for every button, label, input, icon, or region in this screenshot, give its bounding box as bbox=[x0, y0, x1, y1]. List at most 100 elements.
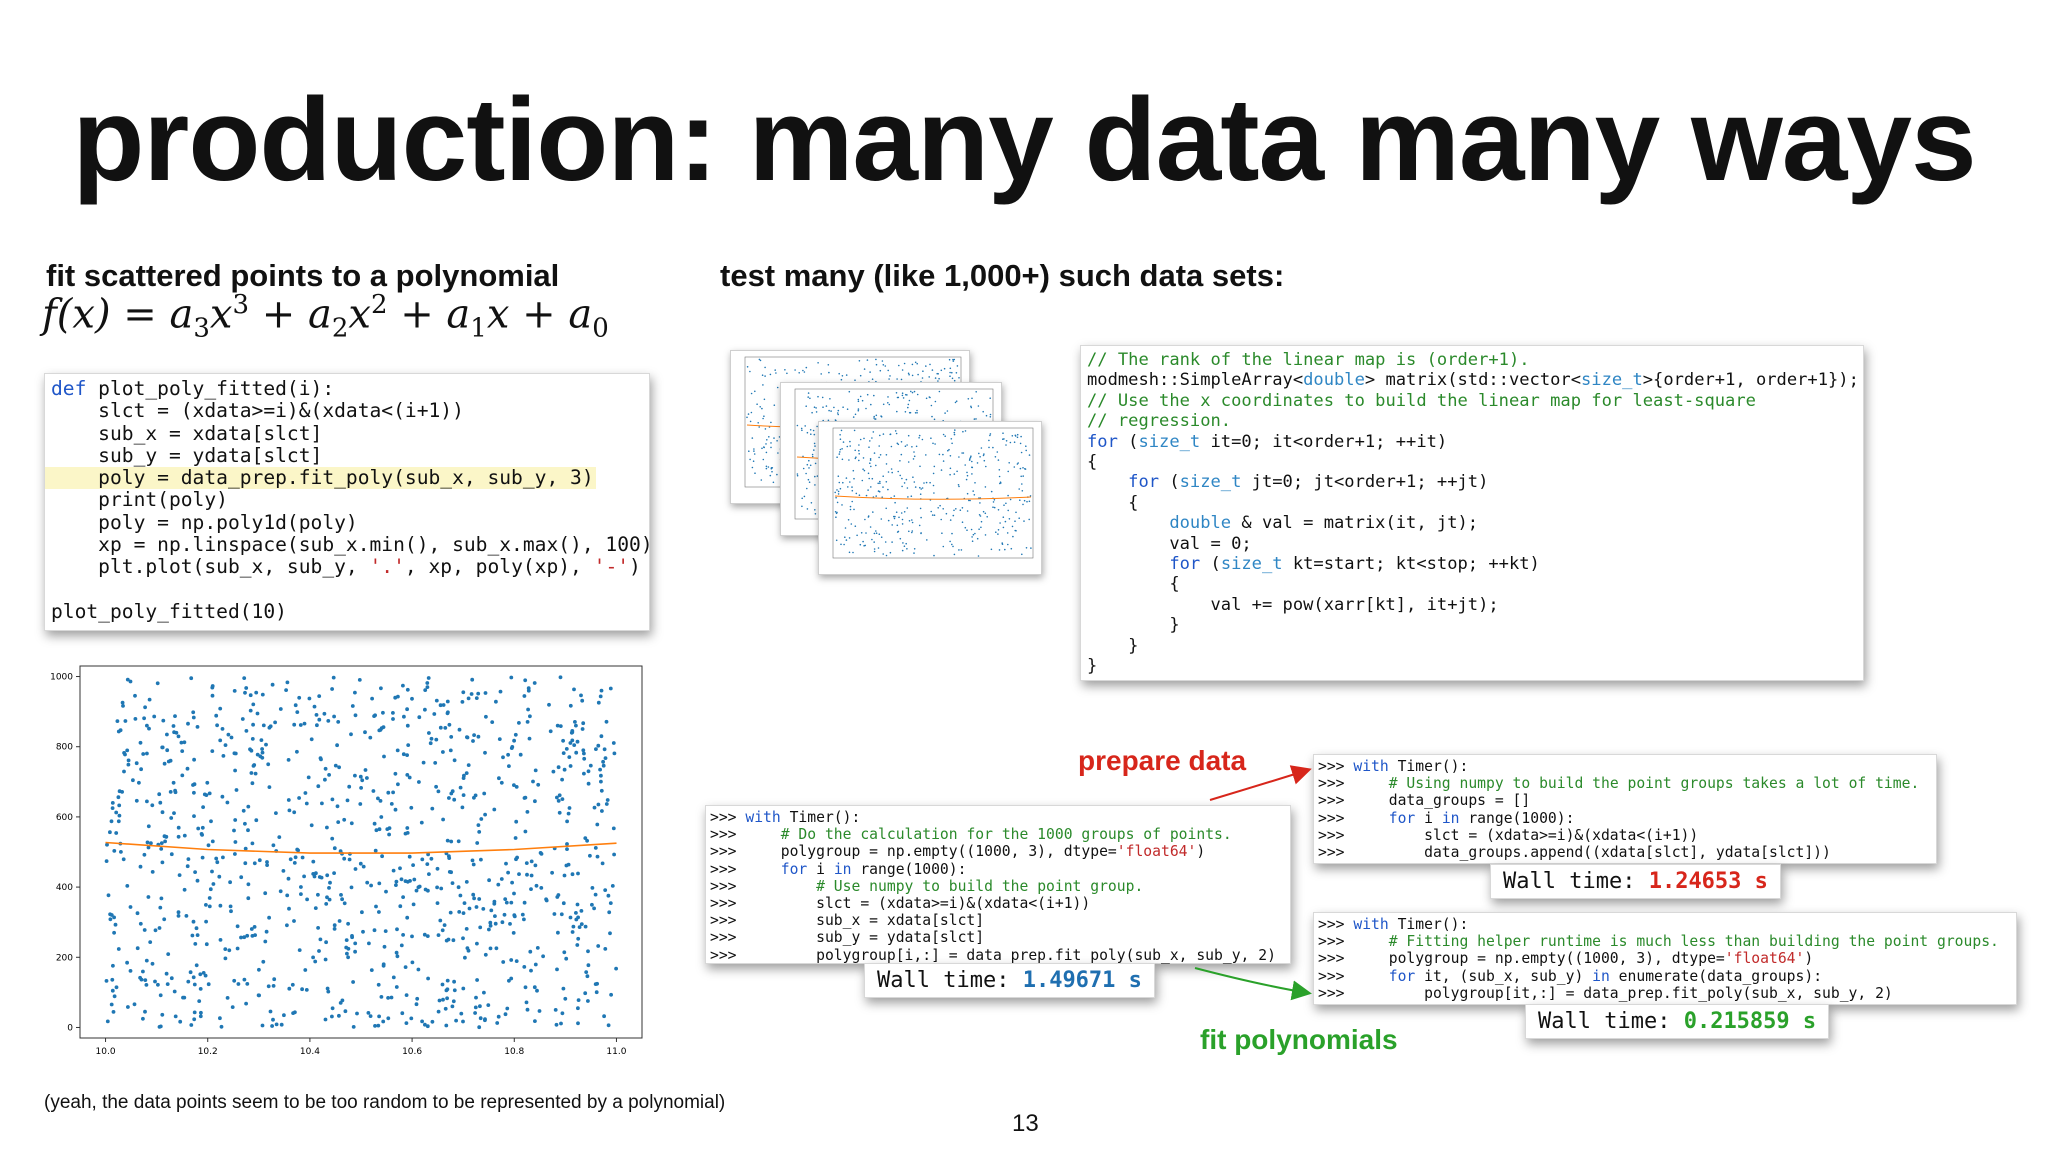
thumbnail-point bbox=[970, 406, 973, 409]
thumbnail-point bbox=[1005, 440, 1008, 442]
scatter-point bbox=[274, 811, 278, 815]
scatter-point bbox=[233, 852, 237, 856]
scatter-point bbox=[481, 907, 486, 911]
scatter-point bbox=[509, 746, 514, 750]
thumbnail-point bbox=[1023, 499, 1026, 502]
thumbnail-point bbox=[923, 482, 925, 484]
scatter-point bbox=[474, 696, 479, 700]
scatter-point bbox=[583, 991, 588, 996]
scatter-point bbox=[210, 693, 215, 698]
scatter-point bbox=[579, 909, 584, 913]
thumbnail-point bbox=[866, 359, 869, 361]
thumbnail-point bbox=[844, 527, 847, 529]
scatter-point bbox=[332, 846, 337, 851]
right-heading: test many (like 1,000+) such data sets: bbox=[720, 258, 1285, 293]
thumbnail-point bbox=[926, 539, 928, 541]
thumbnail-point bbox=[911, 446, 913, 448]
wall-time-label: Wall time: bbox=[877, 968, 1023, 993]
scatter-point bbox=[396, 782, 400, 787]
scatter-point bbox=[192, 757, 197, 762]
thumbnail-point bbox=[943, 367, 946, 370]
thumbnail-point bbox=[863, 469, 866, 472]
scatter-point bbox=[172, 811, 176, 815]
thumbnail-point bbox=[900, 441, 903, 443]
scatter-point bbox=[305, 897, 309, 902]
thumbnail-point bbox=[880, 536, 883, 538]
scatter-point bbox=[558, 724, 563, 728]
thumbnail-point bbox=[925, 397, 928, 400]
thumbnail-point bbox=[869, 458, 872, 460]
thumbnail-point bbox=[1016, 436, 1019, 439]
scatter-point bbox=[225, 800, 230, 805]
thumbnail-point bbox=[949, 519, 952, 521]
scatter-point bbox=[402, 714, 406, 719]
thumbnail-point bbox=[879, 480, 881, 483]
thumbnail-point bbox=[757, 422, 759, 424]
thumbnail-point bbox=[925, 454, 927, 456]
scatter-point bbox=[425, 1024, 430, 1029]
thumbnail-point bbox=[841, 458, 844, 461]
scatter-point bbox=[441, 817, 445, 822]
scatter-point bbox=[371, 789, 376, 793]
thumbnail-point bbox=[857, 408, 860, 410]
thumbnail-point bbox=[916, 393, 919, 396]
scatter-point bbox=[360, 778, 365, 783]
scatter-point bbox=[246, 804, 251, 809]
scatter-point bbox=[198, 987, 203, 991]
scatter-point bbox=[604, 719, 609, 724]
scatter-point bbox=[423, 1022, 427, 1027]
thumbnail-point bbox=[955, 400, 958, 402]
scatter-point bbox=[400, 1011, 405, 1016]
scatter-point bbox=[430, 1019, 435, 1024]
scatter-point bbox=[147, 726, 151, 731]
thumbnail-point bbox=[919, 507, 922, 510]
scatter-point bbox=[582, 756, 587, 761]
scatter-point bbox=[323, 1017, 328, 1022]
thumbnail-point bbox=[805, 472, 807, 475]
thumbnail-point bbox=[827, 364, 830, 366]
thumbnail-point bbox=[984, 512, 987, 515]
thumbnail-point bbox=[921, 438, 924, 441]
scatter-point bbox=[420, 857, 425, 862]
scatter-point bbox=[465, 735, 470, 740]
scatter-point bbox=[220, 794, 225, 799]
scatter-point bbox=[232, 978, 237, 983]
scatter-point bbox=[579, 693, 583, 698]
thumbnail-point bbox=[907, 434, 910, 437]
scatter-point bbox=[209, 819, 213, 824]
scatter-point bbox=[353, 773, 357, 778]
scatter-point bbox=[459, 1011, 464, 1016]
thumbnail-point bbox=[837, 493, 840, 495]
thumbnail-point bbox=[913, 481, 916, 483]
thumbnail-point bbox=[845, 374, 848, 376]
scatter-point bbox=[163, 839, 167, 844]
scatter-point bbox=[210, 869, 214, 874]
thumbnail-point bbox=[829, 398, 831, 400]
thumbnail-point bbox=[933, 554, 935, 557]
scatter-point bbox=[461, 793, 466, 797]
thumbnail-point bbox=[894, 515, 896, 518]
thumbnail-point bbox=[1026, 500, 1028, 503]
scatter-point bbox=[278, 707, 283, 711]
scatter-point bbox=[576, 871, 580, 876]
scatter-point bbox=[471, 892, 476, 897]
thumbnail-point bbox=[865, 407, 867, 410]
thumbnail-point bbox=[953, 358, 956, 361]
thumbnail-point bbox=[812, 429, 815, 432]
thumbnail-point bbox=[931, 415, 933, 418]
scatter-point bbox=[297, 948, 302, 952]
shell-combined-panel: >>> with Timer(): >>> # Do the calculati… bbox=[705, 805, 1291, 964]
scatter-point bbox=[473, 1005, 478, 1010]
thumbnail-point bbox=[998, 469, 1001, 471]
thumbnail-point bbox=[837, 413, 839, 416]
thumbnail-point bbox=[885, 554, 888, 557]
thumbnail-point bbox=[938, 453, 941, 456]
thumbnail-point bbox=[916, 412, 918, 414]
scatter-point bbox=[562, 873, 567, 878]
scatter-point bbox=[460, 805, 465, 810]
scatter-point bbox=[410, 960, 415, 965]
scatter-point bbox=[427, 731, 431, 735]
scatter-point bbox=[499, 780, 504, 785]
shell-prepare-code: >>> with Timer(): >>> # Using numpy to b… bbox=[1318, 758, 1920, 862]
scatter-point bbox=[606, 1023, 611, 1028]
